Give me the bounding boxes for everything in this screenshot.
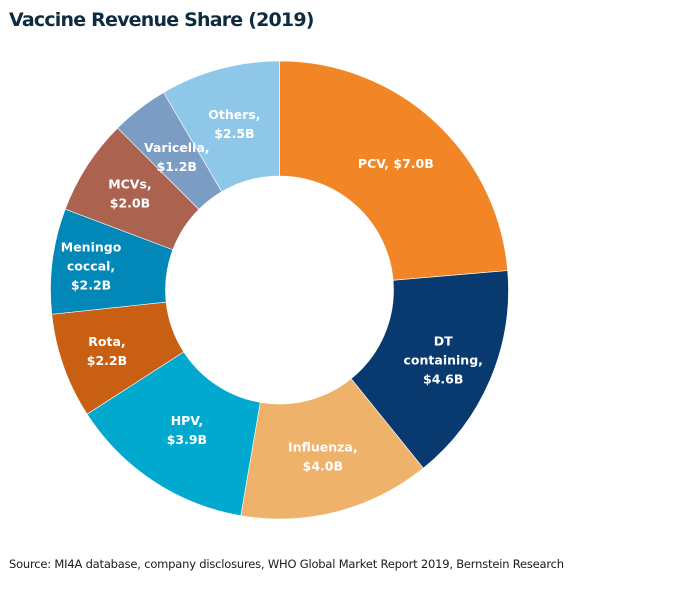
- data-label-line: Varicella,: [144, 140, 210, 155]
- data-label-line: Rota,: [88, 334, 125, 349]
- data-label-dt-containing: DT containing, $4.6B: [404, 333, 483, 386]
- data-label-line: $4.6B: [423, 371, 463, 386]
- data-label-varicella: Varicella, $1.2B: [144, 140, 210, 174]
- chart-title: Vaccine Revenue Share (2019): [9, 9, 314, 31]
- data-label-others: Others, $2.5B: [208, 107, 260, 141]
- slice-others: [163, 60, 280, 193]
- slices-group: [50, 60, 509, 520]
- data-label-mcvs: MCVs, $2.0B: [108, 176, 151, 210]
- data-label-influenza: Influenza, $4.0B: [288, 439, 358, 473]
- data-label-pcv: PCV, $7.0B: [358, 156, 434, 171]
- data-label-line: containing,: [404, 352, 483, 367]
- data-label-hpv: HPV, $3.9B: [167, 413, 207, 447]
- data-label-line: $4.0B: [303, 458, 343, 473]
- slice-hpv: [86, 351, 261, 517]
- data-label-line: $2.2B: [87, 353, 127, 368]
- data-label-line: $2.5B: [214, 126, 254, 141]
- data-label-line: DT: [434, 333, 453, 348]
- data-label-line: PCV, $7.0B: [358, 156, 434, 171]
- data-label-line: coccal,: [67, 258, 115, 273]
- source-note: Source: MI4A database, company disclosur…: [9, 557, 564, 571]
- data-label-line: $2.0B: [110, 195, 150, 210]
- slice-pcv: [279, 60, 508, 281]
- data-label-line: $3.9B: [167, 432, 207, 447]
- slice-influenza: [240, 378, 424, 520]
- data-label-line: Meningo: [61, 239, 122, 254]
- data-label-rota: Rota, $2.2B: [87, 334, 127, 368]
- data-label-line: Others,: [208, 107, 260, 122]
- data-label-line: MCVs,: [108, 176, 151, 191]
- labels-group: PCV, $7.0B DT containing, $4.6B Influenza, $4…: [61, 107, 483, 473]
- data-label-meningococcal: Meningo coccal, $2.2B: [61, 239, 122, 292]
- data-label-line: Influenza,: [288, 439, 358, 454]
- data-label-line: $2.2B: [71, 277, 111, 292]
- data-label-line: HPV,: [171, 413, 203, 428]
- data-label-line: $1.2B: [157, 159, 197, 174]
- slice-dt-containing: [350, 270, 509, 469]
